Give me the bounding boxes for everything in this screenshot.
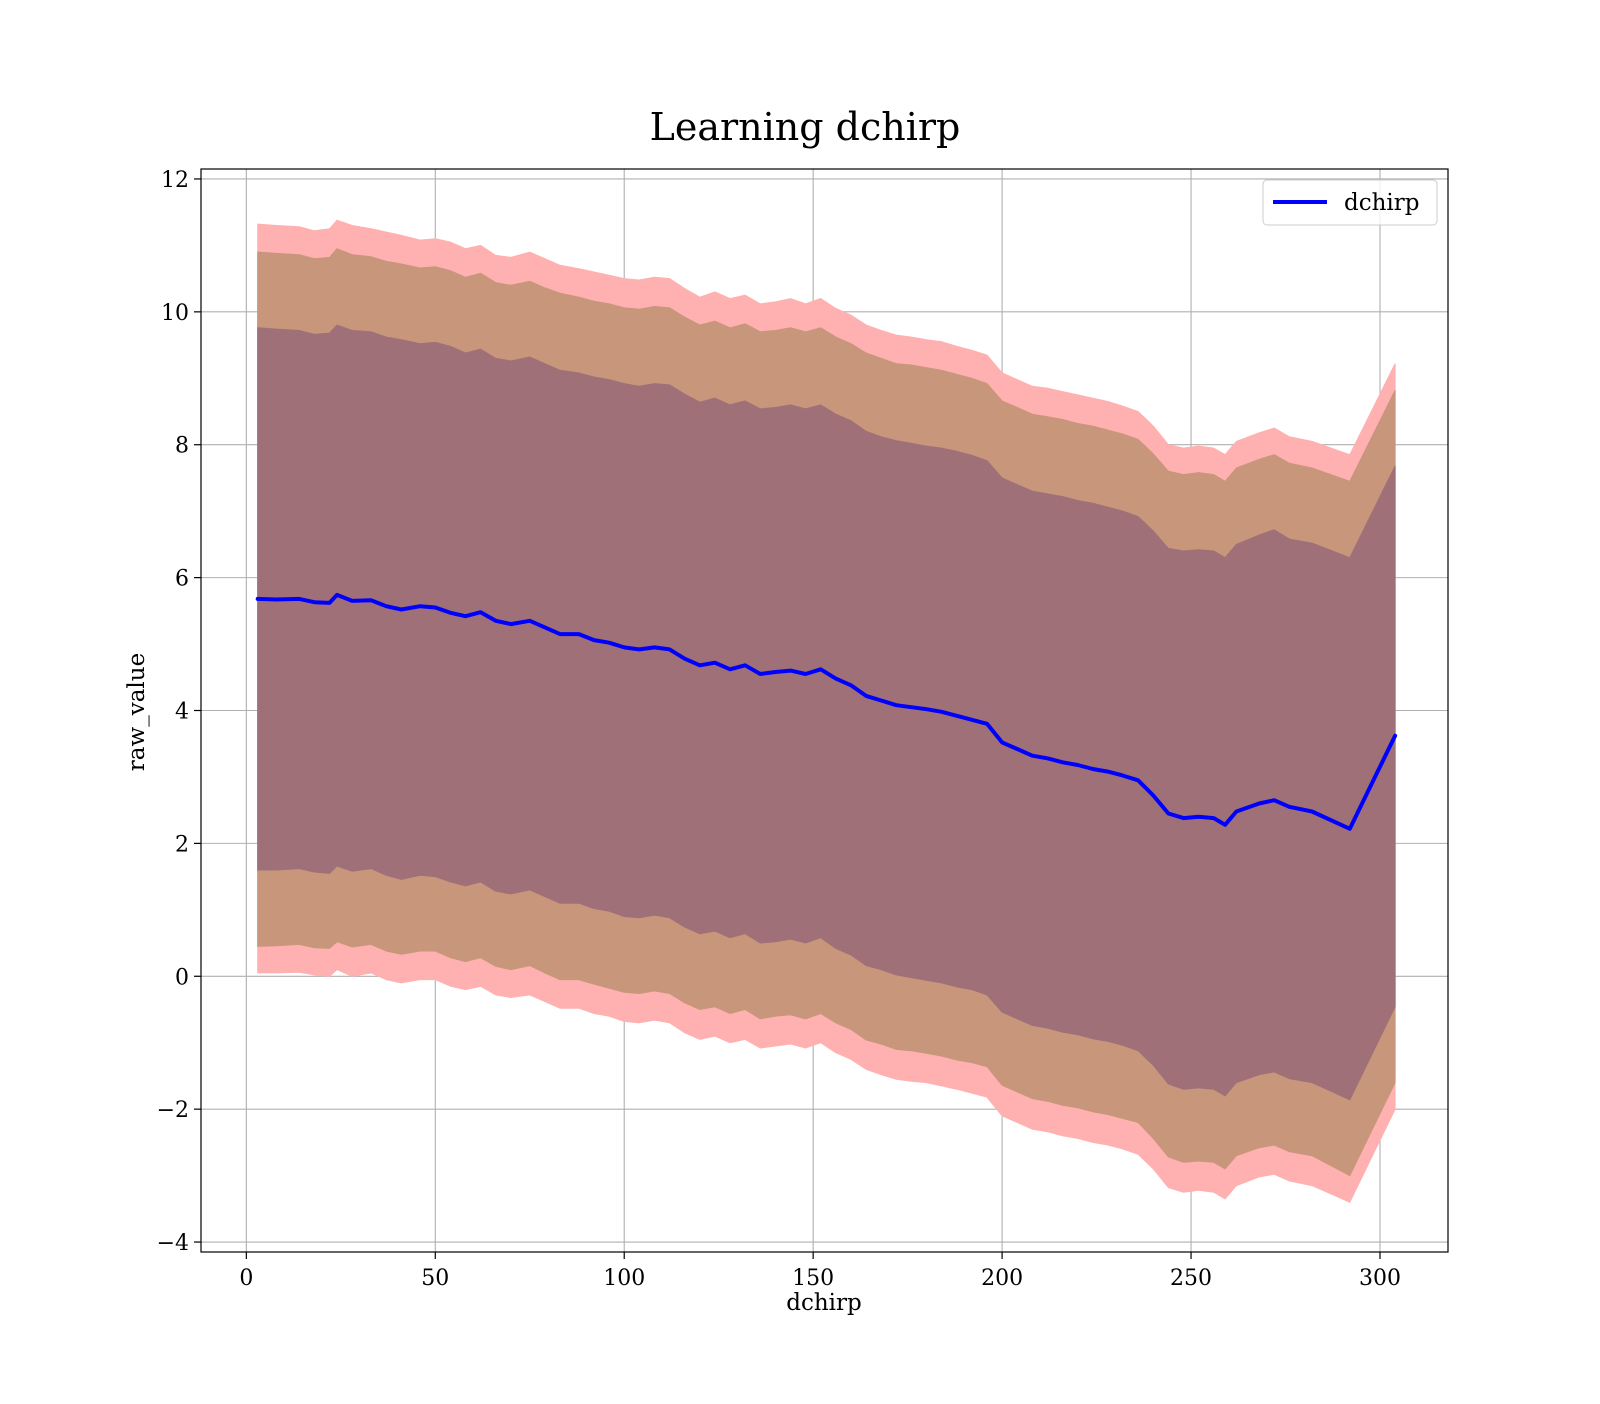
series-line-dchirp [255,592,1398,831]
x-tick-label-4: 200 [981,1266,1023,1291]
y-tick-label-0: −4 [157,1231,189,1256]
x-axis-ticks: 0 50 100 150 200 250 300 [239,1252,1401,1291]
y-tick-label-2: 0 [175,965,189,990]
legend-box [1262,179,1438,226]
x-tick-label-0: 0 [239,1266,253,1291]
legend: dchirp [1262,179,1438,226]
y-axis-label: raw_value [124,653,150,771]
chart-title: Learning dchirp [650,105,961,149]
uncertainty-bands [257,219,1396,1203]
y-tick-label-3: 2 [175,832,189,857]
x-tick-label-6: 300 [1359,1266,1401,1291]
x-tick-label-5: 250 [1170,1266,1212,1291]
series-lines [255,592,1398,831]
x-axis-label: dchirp [786,1290,862,1316]
legend-label: dchirp [1344,190,1420,216]
y-axis-ticks: −4 −2 0 2 4 6 8 10 12 [157,168,201,1256]
x-tick-label-1: 50 [421,1266,449,1291]
y-tick-label-7: 10 [161,301,189,326]
y-tick-label-1: −2 [157,1098,189,1123]
inner-band [257,324,1396,1101]
y-tick-label-8: 12 [161,168,189,193]
y-tick-label-4: 4 [175,700,189,725]
x-tick-label-2: 100 [603,1266,645,1291]
y-tick-label-6: 8 [175,434,189,459]
x-tick-label-3: 150 [792,1266,834,1291]
y-tick-label-5: 6 [175,567,189,592]
